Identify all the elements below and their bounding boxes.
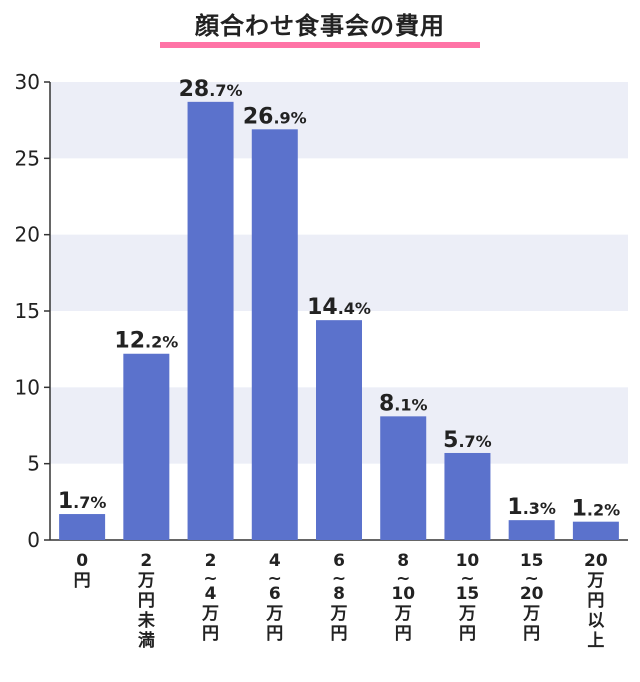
chart-title: 顔合わせ食事会の費用: [195, 12, 445, 40]
x-tick-label: 10 ~15 万円: [456, 551, 480, 644]
y-tick-label: 20: [15, 223, 40, 247]
x-tick-label: 2 ~4 万円: [201, 551, 219, 644]
bar: [59, 514, 106, 540]
x-tick-label: 15 ~20 万円: [520, 551, 544, 644]
x-tick-label: 4 ~6 万円: [265, 551, 283, 644]
bar: [572, 521, 619, 540]
y-tick-label: 15: [15, 299, 40, 323]
chart-title-wrap: 顔合わせ食事会の費用: [0, 6, 640, 41]
x-tick-label: 2 万円未満: [137, 551, 155, 651]
y-tick-label: 25: [15, 146, 40, 170]
x-tick-label: 20 万円以上: [584, 551, 608, 651]
title-underline: [160, 42, 480, 48]
bar: [187, 101, 234, 540]
bar: [380, 416, 427, 540]
bar: [444, 452, 491, 540]
data-label: 12.2%: [114, 329, 178, 354]
bar: [251, 129, 298, 540]
y-tick-label: 5: [27, 452, 40, 476]
bar: [123, 353, 170, 540]
x-tick-label: 8 ~10 万円: [391, 551, 415, 644]
x-tick-label: 6 ~8 万円: [330, 551, 348, 644]
data-label: 1.2%: [572, 497, 621, 522]
grid-band: [50, 234, 628, 311]
data-label: 1.7%: [58, 489, 107, 514]
data-label: 28.7%: [179, 77, 243, 102]
bar: [316, 320, 362, 540]
y-tick-label: 10: [15, 375, 40, 399]
grid-band: [50, 82, 628, 159]
y-tick-label: 30: [15, 70, 40, 94]
data-label: 14.4%: [307, 295, 371, 320]
bar: [508, 520, 555, 540]
data-label: 26.9%: [243, 104, 307, 129]
data-label: 8.1%: [379, 391, 428, 416]
y-tick-label: 0: [27, 528, 40, 552]
data-label: 1.3%: [507, 495, 556, 520]
data-label: 5.7%: [443, 428, 492, 453]
